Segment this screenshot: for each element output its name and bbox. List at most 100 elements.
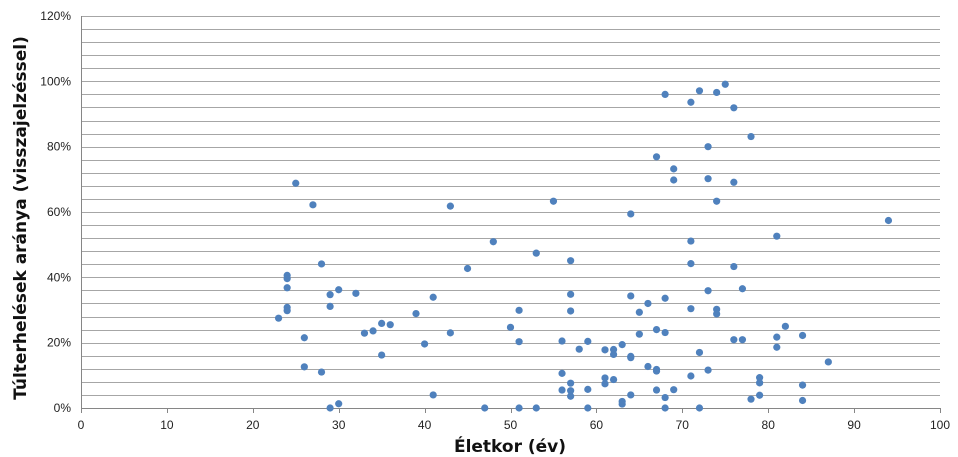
data-point bbox=[661, 393, 669, 402]
data-point bbox=[326, 302, 334, 311]
data-point bbox=[687, 237, 695, 245]
data-point bbox=[421, 340, 429, 348]
data-point bbox=[283, 307, 291, 315]
data-point bbox=[360, 329, 369, 337]
data-point bbox=[781, 322, 789, 330]
x-tick-label: 0 bbox=[78, 418, 85, 432]
data-point bbox=[798, 396, 807, 405]
data-point bbox=[326, 291, 334, 299]
data-point bbox=[824, 358, 832, 366]
data-point bbox=[584, 385, 592, 393]
data-point bbox=[317, 368, 326, 376]
data-point bbox=[549, 197, 558, 205]
data-point bbox=[644, 362, 652, 371]
y-tick-label: 60% bbox=[47, 205, 71, 219]
data-point bbox=[532, 404, 540, 412]
data-point bbox=[652, 326, 661, 334]
data-point bbox=[618, 400, 626, 408]
data-point bbox=[687, 372, 695, 380]
data-point bbox=[506, 323, 515, 331]
data-point bbox=[635, 308, 643, 316]
x-tick-label: 100 bbox=[930, 418, 950, 432]
data-point bbox=[730, 178, 738, 186]
data-point bbox=[773, 343, 781, 351]
data-point bbox=[567, 307, 575, 315]
data-point bbox=[652, 153, 661, 161]
data-point bbox=[695, 87, 704, 95]
data-point bbox=[773, 333, 781, 341]
data-point bbox=[481, 404, 489, 412]
data-point bbox=[567, 257, 575, 265]
y-tick-label: 40% bbox=[47, 270, 71, 284]
data-point bbox=[378, 351, 386, 359]
data-point bbox=[884, 216, 893, 225]
data-point bbox=[670, 176, 678, 184]
x-tick-label: 70 bbox=[676, 418, 690, 432]
data-point bbox=[567, 392, 575, 400]
data-point bbox=[687, 260, 695, 268]
data-point bbox=[704, 287, 712, 295]
x-tick-label: 90 bbox=[847, 418, 861, 432]
data-point bbox=[609, 350, 618, 359]
data-point bbox=[635, 330, 643, 338]
data-point bbox=[747, 132, 755, 141]
data-point bbox=[283, 275, 291, 283]
data-point bbox=[335, 400, 343, 408]
y-tick-label: 120% bbox=[40, 9, 71, 23]
data-point bbox=[704, 366, 712, 374]
data-point bbox=[567, 290, 575, 298]
data-point bbox=[687, 305, 695, 313]
data-point bbox=[429, 293, 437, 301]
data-point bbox=[292, 179, 300, 187]
data-point bbox=[283, 284, 291, 292]
data-point bbox=[300, 334, 308, 342]
x-tick-label: 20 bbox=[246, 418, 260, 432]
x-tick-label: 50 bbox=[504, 418, 518, 432]
data-point bbox=[652, 367, 661, 375]
data-point bbox=[412, 309, 420, 318]
y-tick-label: 100% bbox=[40, 74, 71, 88]
data-point bbox=[369, 327, 377, 335]
data-point bbox=[515, 338, 523, 346]
data-point bbox=[644, 299, 652, 308]
data-point bbox=[704, 143, 712, 151]
data-point bbox=[756, 391, 764, 399]
data-point bbox=[558, 386, 566, 394]
data-point bbox=[798, 331, 807, 340]
data-point bbox=[558, 369, 566, 377]
data-point bbox=[532, 249, 540, 257]
data-point bbox=[627, 391, 635, 399]
y-axis-tick-labels: 0% 20% 40% 60% 80% 100% 120% bbox=[40, 9, 71, 415]
x-tick-label: 30 bbox=[332, 418, 346, 432]
data-point bbox=[274, 314, 283, 322]
data-point bbox=[721, 80, 729, 88]
data-point bbox=[627, 292, 635, 300]
x-tick-label: 10 bbox=[160, 418, 174, 432]
data-point bbox=[386, 321, 394, 329]
data-point bbox=[567, 379, 575, 387]
data-point bbox=[730, 104, 738, 112]
y-axis-title: Túlterhelések aránya (visszajelzéssel) bbox=[11, 36, 31, 400]
data-point bbox=[558, 337, 566, 345]
x-axis-tick-labels: 0 10 20 30 40 50 60 70 80 90 100 bbox=[78, 408, 950, 432]
data-point bbox=[738, 285, 747, 293]
data-point bbox=[326, 404, 334, 412]
data-point bbox=[609, 375, 618, 384]
data-point bbox=[575, 345, 583, 353]
data-point bbox=[601, 374, 609, 382]
data-point bbox=[601, 380, 609, 388]
data-point bbox=[773, 232, 781, 240]
data-point bbox=[713, 310, 721, 318]
data-point bbox=[738, 336, 747, 344]
data-points bbox=[274, 80, 893, 412]
data-point bbox=[335, 286, 343, 294]
data-point bbox=[747, 395, 755, 403]
data-point bbox=[627, 210, 635, 218]
data-point bbox=[489, 238, 497, 246]
data-point bbox=[446, 202, 454, 210]
data-point bbox=[670, 165, 678, 173]
data-point bbox=[661, 404, 669, 412]
data-point bbox=[463, 264, 472, 273]
y-tick-label: 80% bbox=[47, 140, 71, 154]
data-point bbox=[584, 404, 592, 412]
